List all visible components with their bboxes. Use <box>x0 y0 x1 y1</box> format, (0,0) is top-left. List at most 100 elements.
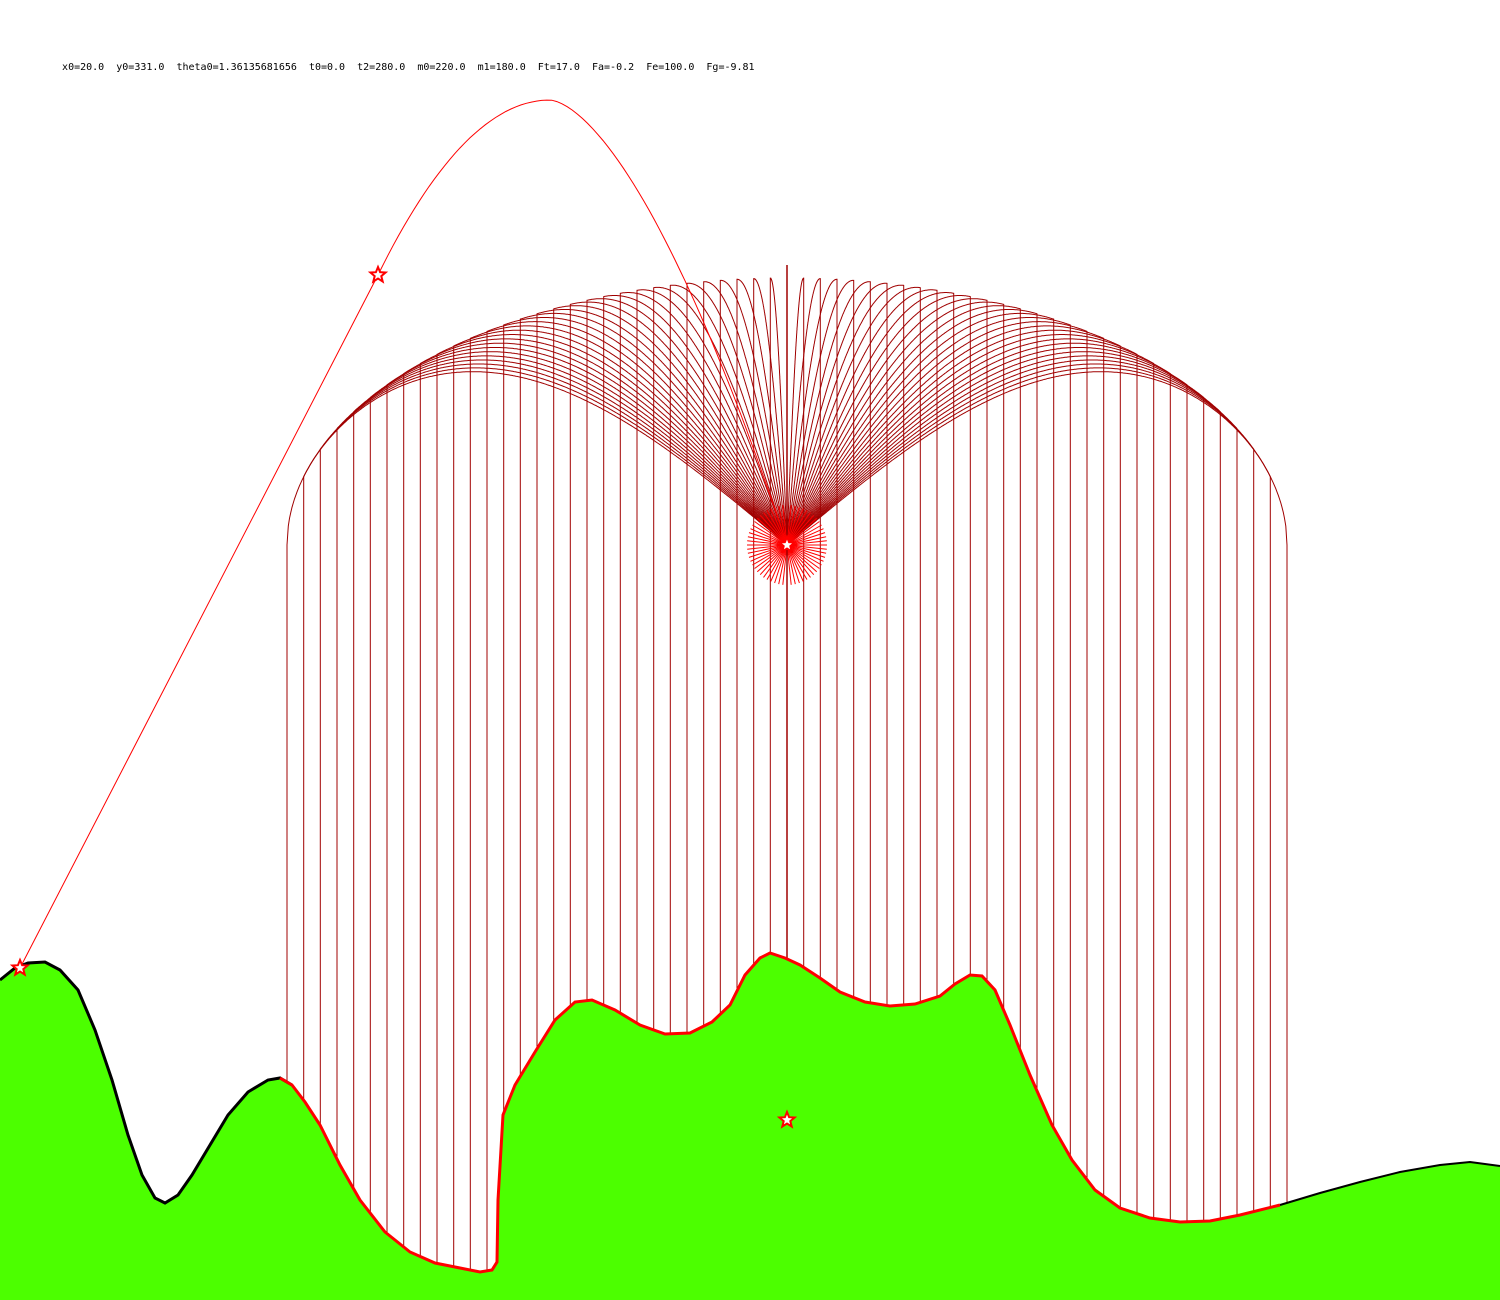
param-m1: 180.0 <box>495 62 526 73</box>
burst-spoke <box>786 544 822 566</box>
fragment-path <box>603 295 788 1006</box>
fragment-path <box>786 312 1055 1128</box>
fragment-path <box>369 351 788 1214</box>
burst-spoke <box>786 544 826 558</box>
fragment-path <box>786 347 1188 1222</box>
burst-spoke <box>786 517 818 546</box>
burst-center-marker-icon <box>776 534 798 554</box>
param-fa-label: Fa= <box>591 62 611 73</box>
burst-spoke <box>786 508 804 546</box>
fragment-path <box>336 359 788 1159</box>
fragment-path <box>786 363 1255 1212</box>
param-theta0: 1.36135681656 <box>218 62 297 73</box>
terrain-edge-impact <box>279 951 1281 1274</box>
fragment-path <box>786 278 821 979</box>
burst-spoke <box>774 544 788 584</box>
fragment-path <box>786 301 1005 1011</box>
param-fg-label: Fg= <box>706 62 725 73</box>
fragment-path <box>786 321 1088 1180</box>
fragment-path <box>769 277 788 954</box>
burst-spoke <box>786 544 800 584</box>
fragment-trajectories <box>286 265 1288 1271</box>
apex-climb-marker-icon <box>367 264 389 284</box>
param-fe: 100.0 <box>664 62 695 73</box>
burst-spoke <box>748 544 788 558</box>
fragment-path <box>786 329 1121 1209</box>
burst-spoke <box>756 517 788 546</box>
param-t0-label: t0= <box>308 62 328 73</box>
burst-spoke <box>747 544 788 554</box>
param-ft: 17.0 <box>555 62 580 73</box>
burst-spoke <box>770 508 788 546</box>
param-ft-label: Ft= <box>537 62 556 73</box>
burst-spoke <box>747 544 788 550</box>
burst-spoke <box>786 544 827 550</box>
terrain <box>0 953 1500 1300</box>
fragment-path <box>569 301 788 1007</box>
fragment-path <box>669 284 788 1034</box>
fragment-path <box>786 325 1105 1197</box>
param-m1-label: m1= <box>477 62 496 73</box>
param-fa: -0.2 <box>610 62 635 73</box>
burst-spoke <box>786 544 824 562</box>
burst-spoke <box>766 510 788 546</box>
param-t0: 0.0 <box>327 62 346 73</box>
fragment-path <box>786 282 888 1006</box>
fragment-path <box>786 286 921 1003</box>
fragment-path <box>786 367 1271 1208</box>
fragment-path <box>786 281 871 1003</box>
fragment-path <box>786 295 971 975</box>
projectile-trajectory <box>19 99 788 969</box>
param-y0: 331.0 <box>134 62 165 73</box>
param-x0: 20.0 <box>80 62 105 73</box>
burst-spoke <box>786 514 815 546</box>
param-t2-label: t2= <box>357 62 376 73</box>
fragment-path <box>786 305 1021 1051</box>
fragment-path <box>319 363 788 1126</box>
fragment-path <box>786 277 805 968</box>
burst-spoke <box>778 544 788 585</box>
burst-spoke <box>750 544 788 562</box>
fragment-path <box>403 342 788 1247</box>
fragment-path <box>536 309 788 1049</box>
burst-spoke <box>786 544 820 569</box>
fragment-path <box>736 278 788 991</box>
param-fe-label: Fe= <box>646 62 665 73</box>
fragment-path <box>469 325 788 1271</box>
fragment-path <box>503 317 788 1114</box>
fragment-path <box>786 359 1238 1216</box>
fragment-path <box>786 292 955 986</box>
param-m0: 220.0 <box>435 62 466 73</box>
terrain-edge-right <box>1279 1160 1500 1206</box>
fragment-path <box>786 338 1155 1219</box>
burst-spoke <box>786 521 820 546</box>
launch-marker-icon <box>9 957 31 977</box>
simulation-parameters: x0=20.0 y0=331.0 theta0=1.36135681656 t0… <box>50 51 755 73</box>
fragment-path <box>786 298 988 982</box>
fragment-path <box>703 281 788 1027</box>
burst-spoke <box>763 512 788 546</box>
fragment-path <box>786 342 1171 1221</box>
param-t2: 280.0 <box>375 62 406 73</box>
fragment-path <box>786 278 838 990</box>
burst-spoke <box>786 506 800 546</box>
markers <box>9 264 798 1129</box>
ground-marker-icon <box>776 1109 798 1129</box>
param-fg: -9.81 <box>724 62 755 73</box>
burst-spoke <box>786 544 796 585</box>
fragment-path <box>786 279 855 998</box>
param-theta0-label: theta0= <box>176 62 219 73</box>
terrain-edge-left <box>0 960 293 1205</box>
fragment-path <box>303 367 788 1101</box>
burst-spoke <box>759 514 788 546</box>
fragment-path <box>786 351 1205 1222</box>
fragment-path <box>786 284 905 1005</box>
burst-spoke <box>786 544 827 554</box>
burst-spoke <box>754 521 788 546</box>
fragment-path <box>786 355 1221 1219</box>
fragment-path <box>636 289 788 1024</box>
fragment-path <box>786 334 1138 1214</box>
fragment-path <box>436 334 788 1264</box>
fragment-path <box>786 317 1071 1158</box>
